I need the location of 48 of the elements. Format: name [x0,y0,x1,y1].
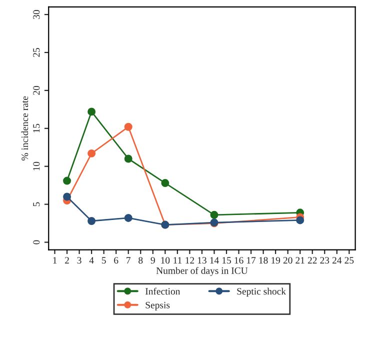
point [124,122,132,131]
x-tick-label: 19 [272,257,280,264]
point [88,149,96,158]
x-tick-label: 22 [308,257,317,264]
y-tick-label: 0 [33,240,40,244]
x-tick-label: 9 [150,257,155,264]
x-tick-label: 5 [102,257,106,264]
point [124,214,132,222]
x-tick-label: 18 [259,257,268,264]
x-tick-label: 7 [126,257,131,264]
x-tick-label: 20 [283,257,292,264]
y-axis-title: % incidence rate [21,96,28,160]
x-tick-label: 8 [138,257,143,264]
x-tick-label: 3 [77,257,82,264]
point [296,216,304,224]
x-tick-label: 4 [89,257,94,264]
x-tick-label: 25 [344,257,354,264]
y-tick-label: 5 [33,202,40,206]
y-tick-label: 10 [33,162,40,170]
y-tick-label: 15 [33,124,40,132]
x-tick-label: 11 [174,257,182,264]
x-tick-label: 6 [114,257,118,264]
x-tick-label: 23 [320,257,330,264]
point [63,192,72,201]
y-tick-label: 20 [33,86,40,95]
x-tick-label: 15 [222,257,231,264]
legend-label: Septic shock [237,288,286,297]
point [161,179,170,188]
legend-label: Infection [145,288,180,295]
x-tick-label: 24 [332,257,342,264]
legend-label: Sepsis [146,302,170,310]
x-axis-title: Number of days in ICU [156,266,248,276]
x-tick-label: 10 [161,257,170,264]
point [210,210,218,219]
point [63,176,72,185]
y-tick-label: 25 [33,48,40,57]
x-tick-label: 2 [65,257,69,264]
point [88,108,96,116]
x-tick-label: 21 [296,257,304,264]
x-tick-label: 14 [210,257,219,264]
x-tick-label: 16 [234,257,244,264]
x-tick-label: 13 [198,257,206,264]
x-tick-label: 17 [247,257,256,264]
point [124,154,132,163]
y-tick-label: 30 [33,10,40,19]
point [88,217,96,225]
x-tick-label: 1 [53,257,57,264]
x-tick-label: 12 [186,257,194,264]
